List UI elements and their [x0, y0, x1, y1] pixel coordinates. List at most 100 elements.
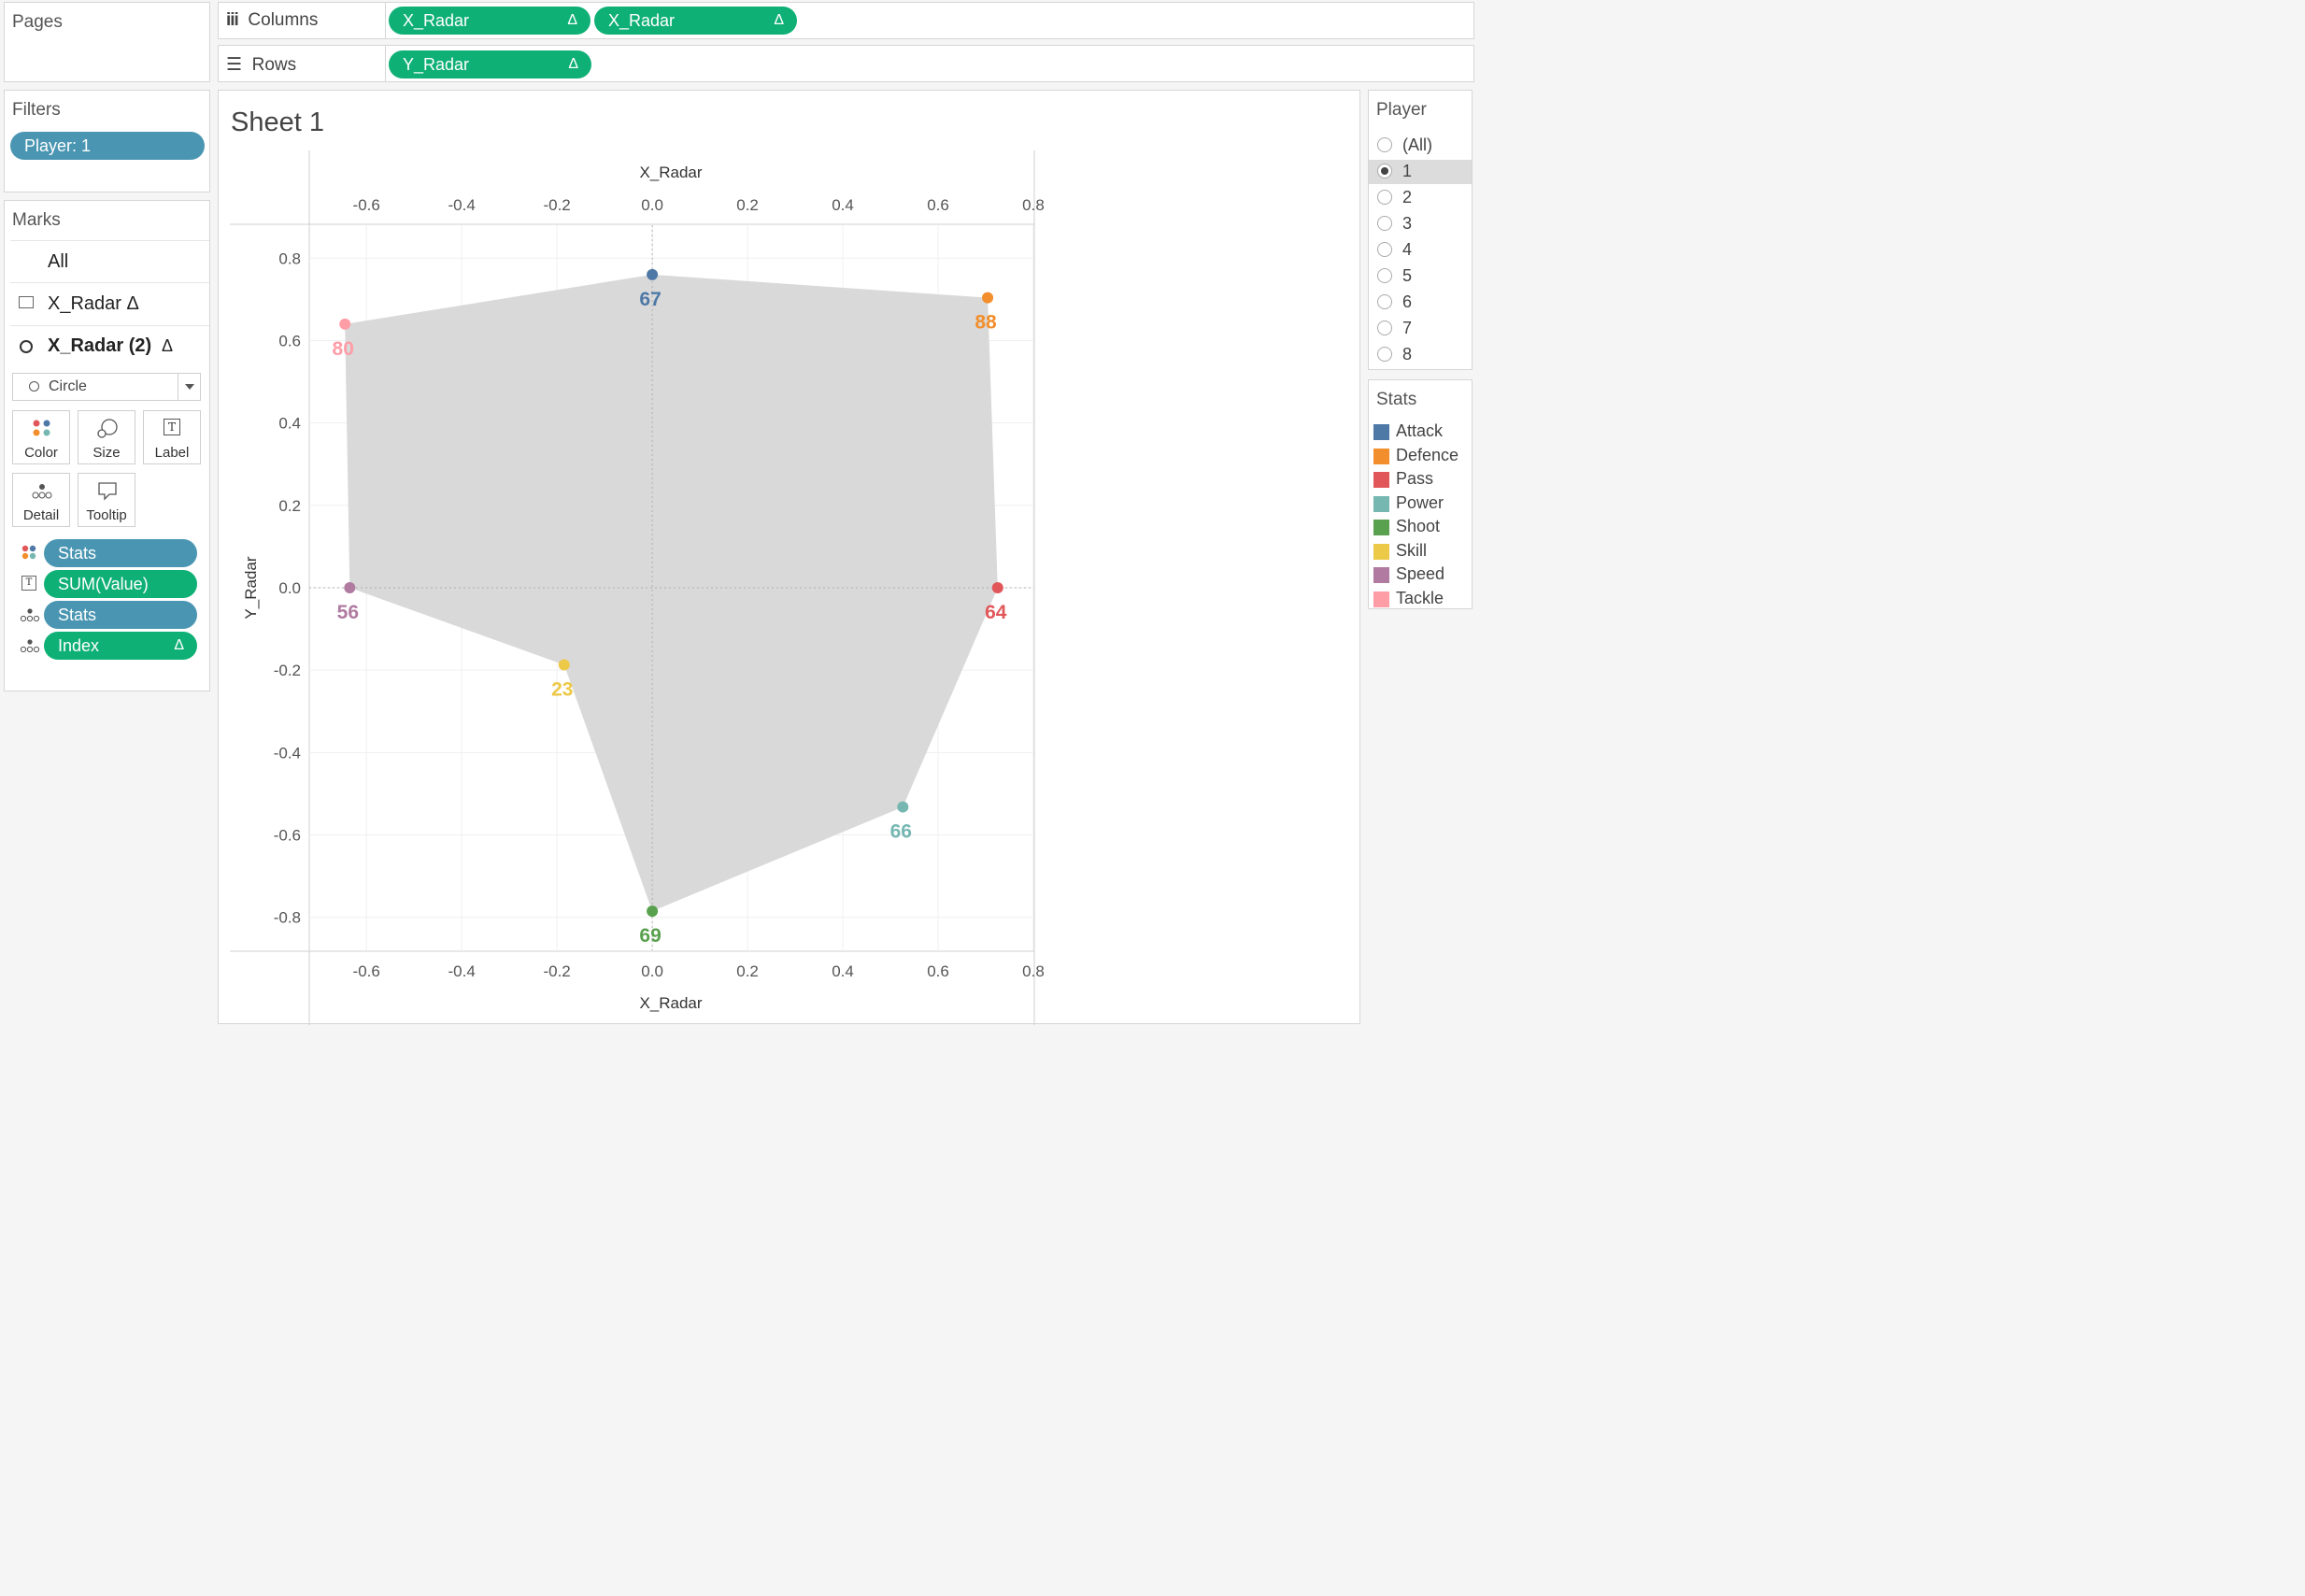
y-tick-label: 0.0 [278, 579, 301, 597]
columns-shelf[interactable]: iii Columns X_Radar Δ X_Radar Δ [218, 2, 1474, 39]
radio-button[interactable] [1377, 164, 1392, 178]
radio-button[interactable] [1377, 190, 1392, 205]
filters-title: Filters [12, 100, 61, 120]
x-axis-title-bottom: X_Radar [639, 994, 702, 1012]
delta-icon: Δ [162, 336, 174, 355]
tooltip-label: Tooltip [86, 507, 127, 523]
legend-swatch [1373, 520, 1389, 535]
radar-chart: -0.6 -0.6 -0.4 -0.4 -0.2 -0.2 0.0 0.0 0.2 0.2 0.4 0… [230, 150, 1045, 1025]
player-option-1[interactable]: 1 [1369, 160, 1472, 184]
legend-swatch [1373, 495, 1389, 512]
shelf-divider [385, 46, 386, 81]
size-button[interactable]: Size [78, 410, 135, 464]
player-option-label: 2 [1402, 188, 1413, 207]
marks-title: Marks [12, 210, 61, 230]
pill-text: SUM(Value) [58, 575, 149, 593]
legend-label: Pass [1396, 469, 1434, 488]
y-tick-label: -0.2 [274, 662, 301, 679]
data-label-pass: 64 [985, 602, 1007, 623]
rows-label-text: Rows [251, 55, 297, 75]
player-option-label: 3 [1402, 214, 1413, 233]
x-tick-label-bottom: 0.4 [832, 962, 854, 980]
tooltip-icon [98, 482, 117, 501]
legend-label: Tackle [1396, 588, 1444, 607]
player-filter-title: Player [1376, 100, 1427, 120]
mark-type-dropdown[interactable]: Circle [12, 373, 201, 401]
stats-legend-title: Stats [1376, 390, 1417, 409]
legend-label: Skill [1396, 540, 1428, 560]
data-label-power: 66 [890, 821, 912, 843]
player-option-8[interactable]: 8 [1369, 343, 1472, 367]
marks-layer-all[interactable]: All [10, 240, 209, 282]
marks-layer2-label: X_Radar (2) [48, 335, 152, 356]
color-field-icon [21, 545, 36, 560]
stats-legend-card: Stats Attack Defence Pass Power Shoot Skill Sp… [1368, 379, 1473, 609]
marks-layer1-label: X_Radar Δ [48, 293, 139, 314]
columns-pill-x-radar[interactable]: X_Radar Δ [389, 7, 590, 35]
color-button[interactable]: Color [12, 410, 70, 464]
label-button[interactable]: T Label [143, 410, 201, 464]
radio-button[interactable] [1377, 242, 1392, 257]
size-label: Size [92, 445, 121, 461]
marks-layer-x-radar[interactable]: X_Radar Δ [10, 282, 209, 324]
player-option-2[interactable]: 2 [1369, 186, 1472, 210]
data-point-shoot [647, 905, 659, 918]
data-point-speed [344, 582, 356, 593]
rows-pill-y-radar[interactable]: Y_Radar Δ [389, 50, 591, 78]
radio-button[interactable] [1377, 137, 1392, 152]
field-pill-sum-value[interactable]: SUM(Value) [44, 570, 197, 598]
player-option-label: 5 [1402, 266, 1413, 285]
data-label-defence: 88 [975, 312, 997, 334]
player-option-5[interactable]: 5 [1369, 264, 1472, 289]
legend-swatch [1373, 472, 1389, 488]
x-tick-label-bottom: 0.0 [641, 962, 663, 980]
player-option-3[interactable]: 3 [1369, 212, 1472, 236]
y-tick-label: 0.6 [278, 332, 301, 349]
player-filter-card: Player (All) 1 2 3 4 5 6 7 8 [1368, 90, 1473, 370]
legend-label: Power [1396, 492, 1444, 512]
data-point-tackle [339, 318, 351, 330]
columns-label: iii Columns [226, 10, 318, 31]
y-tick-label: -0.8 [274, 909, 301, 927]
detail-button[interactable]: Detail [12, 473, 70, 527]
circle-icon [29, 381, 39, 392]
y-tick-label: 0.4 [278, 415, 301, 433]
sheet-view: Sheet 1 -0.6 -0.6 -0.4 -0.4 -0.2 -0.2 0.0 0.0 0.… [218, 90, 1360, 1025]
data-point-skill [558, 659, 570, 671]
radio-button[interactable] [1377, 321, 1392, 335]
player-option-label: 4 [1402, 240, 1413, 259]
data-label-tackle: 80 [333, 338, 354, 360]
radio-button[interactable] [1377, 216, 1392, 231]
x-tick-label-top: -0.6 [353, 196, 380, 214]
columns-icon: iii [226, 10, 239, 30]
marks-all-label: All [48, 251, 69, 272]
x-tick-label-bottom: -0.6 [353, 962, 380, 980]
columns-pill-x-radar-2[interactable]: X_Radar Δ [594, 7, 797, 35]
data-point-power [897, 801, 909, 813]
player-option-4[interactable]: 4 [1369, 238, 1472, 263]
marks-layer-x-radar-2[interactable]: X_Radar (2) Δ [10, 325, 209, 367]
x-tick-label-bottom: 0.6 [927, 962, 949, 980]
player-option-7[interactable]: 7 [1369, 317, 1472, 341]
detail-label: Detail [22, 507, 60, 523]
field-pill-stats-color[interactable]: Stats [44, 539, 197, 567]
label-icon-glyph: T [164, 419, 180, 435]
radio-button[interactable] [1377, 268, 1392, 283]
x-tick-label-top: -0.2 [543, 196, 570, 214]
player-option-all[interactable]: (All) [1369, 134, 1472, 158]
tooltip-button[interactable]: Tooltip [78, 473, 135, 527]
y-tick-label: 0.2 [278, 497, 301, 515]
field-pill-index[interactable]: Index Δ [44, 632, 197, 660]
field-pill-stats-detail[interactable]: Stats [44, 601, 197, 629]
mark-type-value: Circle [49, 378, 87, 394]
player-option-6[interactable]: 6 [1369, 291, 1472, 315]
radio-button[interactable] [1377, 294, 1392, 309]
radio-button[interactable] [1377, 347, 1392, 362]
rows-shelf[interactable]: ☰ Rows Y_Radar Δ [218, 45, 1474, 82]
radar-area [345, 274, 998, 912]
filter-pill-player[interactable]: Player: 1 [10, 132, 205, 160]
pill-text: Stats [58, 544, 97, 563]
data-label-skill: 23 [551, 678, 573, 700]
player-option-label: 7 [1402, 319, 1413, 337]
player-option-label: 1 [1402, 162, 1413, 180]
